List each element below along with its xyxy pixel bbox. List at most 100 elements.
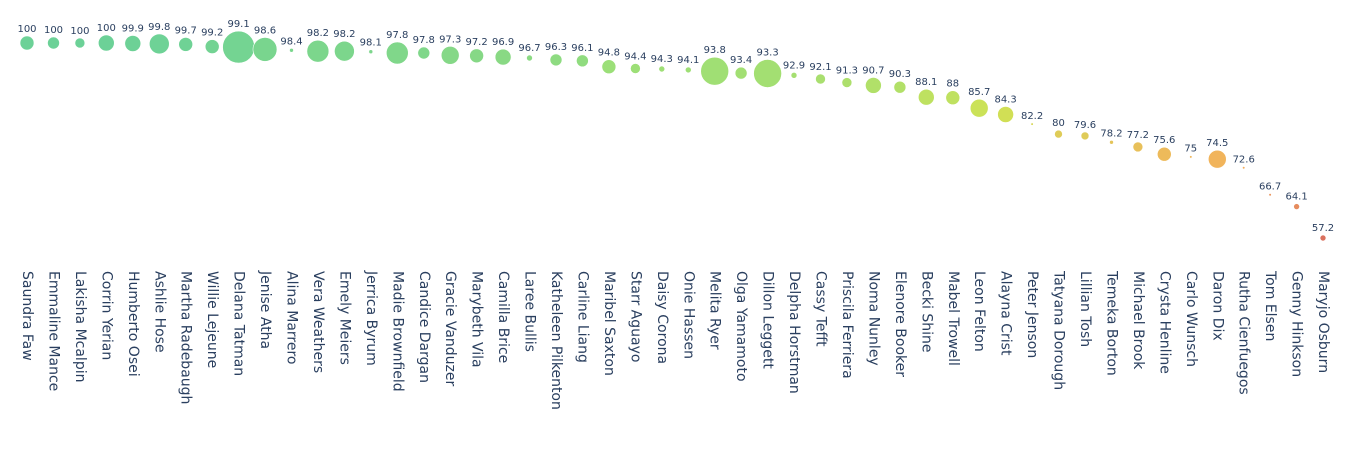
bubble-point[interactable] <box>630 63 641 74</box>
data-label: 91.3 <box>836 66 858 77</box>
x-tick-label: Corrin Yerian <box>98 271 114 360</box>
data-label: 97.2 <box>465 37 487 48</box>
x-tick-label: Marybeth Vila <box>469 271 485 368</box>
bubble-point[interactable] <box>1157 146 1172 162</box>
x-tick-label: Emmaline Mance <box>46 271 62 391</box>
data-label: 64.1 <box>1285 192 1307 203</box>
bubble-point[interactable] <box>149 33 170 55</box>
x-tick-label: Jenise Atha <box>257 270 273 349</box>
bubble-point[interactable] <box>601 59 617 74</box>
bubble-point[interactable] <box>1054 129 1063 139</box>
bubble-point[interactable] <box>1189 155 1193 159</box>
bubble-point[interactable] <box>204 39 220 54</box>
bubble-point[interactable] <box>526 54 533 62</box>
bubble-point[interactable] <box>178 37 193 52</box>
x-tick-label: Candice Dargan <box>416 271 432 383</box>
x-tick-label: Maryjo Osburn <box>1315 271 1331 373</box>
data-label: 100 <box>17 24 36 35</box>
data-label: 93.8 <box>704 45 726 56</box>
bubble-point[interactable] <box>19 35 35 51</box>
bubble-point[interactable] <box>576 54 589 68</box>
bubble-point[interactable] <box>440 45 460 65</box>
data-label: 98.4 <box>280 36 302 47</box>
data-label: 72.6 <box>1233 155 1255 166</box>
bubble-point[interactable] <box>417 46 431 60</box>
bubble-point[interactable] <box>222 30 255 64</box>
bubble-point[interactable] <box>469 48 484 64</box>
bubble-point[interactable] <box>368 49 374 55</box>
data-label: 90.3 <box>889 69 911 80</box>
x-tick-label: Willie Lejeune <box>204 271 220 368</box>
bubble-point[interactable] <box>1080 131 1090 141</box>
bubble-point[interactable] <box>790 72 798 79</box>
data-label: 96.9 <box>492 37 514 48</box>
x-tick-label: Humberto Osei <box>125 271 141 377</box>
bubble-point[interactable] <box>684 66 692 74</box>
x-tick-label: Mabel Trowell <box>945 271 961 366</box>
bubble-point[interactable] <box>997 106 1014 123</box>
x-tick-label: Peter Jenson <box>1024 271 1040 358</box>
bubble-point[interactable] <box>734 66 748 80</box>
data-label: 84.3 <box>994 95 1016 106</box>
x-tick-label: Lillian Tosh <box>1077 271 1093 347</box>
data-label: 99.8 <box>148 22 170 33</box>
bubble-point[interactable] <box>865 77 882 94</box>
bubble-point[interactable] <box>252 37 278 62</box>
x-tick-label: Daron Dix <box>1209 271 1225 341</box>
bubble-point[interactable] <box>1319 234 1327 242</box>
bubble-point[interactable] <box>1109 140 1114 145</box>
bubble-point[interactable] <box>1030 122 1034 126</box>
bubble-point[interactable] <box>334 40 355 62</box>
bubble-point[interactable] <box>1242 166 1246 170</box>
x-tick-label: Ashlie Hose <box>151 271 167 353</box>
data-label: 97.3 <box>439 34 461 45</box>
bubble-point[interactable] <box>306 39 330 63</box>
x-tick-label: Cassy Tefft <box>813 271 829 347</box>
bubble-point[interactable] <box>1268 193 1272 197</box>
x-tick-label: Elenore Booker <box>892 271 908 377</box>
bubble-point[interactable] <box>74 37 86 49</box>
x-tick-label: Crysta Henline <box>1156 271 1172 374</box>
bubble-point[interactable] <box>1132 141 1144 153</box>
bubble-point[interactable] <box>700 56 730 86</box>
data-label: 96.7 <box>518 43 540 54</box>
x-tick-label: Rutha Cienfuegos <box>1236 271 1252 395</box>
x-tick-label: Tatyana Dorough <box>1051 270 1067 390</box>
bubble-point[interactable] <box>893 80 907 94</box>
x-tick-label: Temeka Borton <box>1104 270 1120 376</box>
category-label-layer: Saundra Faw Emmaline Mance Lakisha Mcalpin… <box>19 270 1331 410</box>
x-tick-label: Daisy Corona <box>654 271 670 364</box>
bubble-point[interactable] <box>658 65 666 73</box>
bubble-point[interactable] <box>945 90 961 105</box>
bubble-point[interactable] <box>385 41 409 65</box>
data-label: 98.2 <box>307 28 329 39</box>
bubble-point[interactable] <box>47 36 60 50</box>
bubble-point[interactable] <box>98 34 115 52</box>
bubble-point[interactable] <box>494 48 512 66</box>
bubble-point[interactable] <box>289 47 294 53</box>
bubble-point[interactable] <box>841 77 853 88</box>
x-tick-label: Onie Hassen <box>680 271 696 359</box>
bubble-point[interactable] <box>1208 149 1227 169</box>
x-tick-label: Maribel Saxton <box>601 271 617 376</box>
bubble-point[interactable] <box>753 59 782 88</box>
data-label: 94.4 <box>624 52 646 63</box>
bubble-point[interactable] <box>917 88 935 106</box>
bubble-point[interactable] <box>1293 203 1300 210</box>
x-tick-label: Alina Marrero <box>284 271 300 365</box>
x-tick-label: Carlo Wunsch <box>1183 271 1199 367</box>
x-tick-label: Jerrica Byrum <box>363 270 379 366</box>
bubble-point[interactable] <box>969 98 989 118</box>
data-label: 96.3 <box>545 42 567 53</box>
bubble-point[interactable] <box>815 73 826 85</box>
data-label: 99.9 <box>122 24 144 35</box>
bubble-point[interactable] <box>549 53 563 67</box>
data-label: 75.6 <box>1153 135 1175 146</box>
x-tick-label: Michael Brook <box>1130 271 1146 370</box>
data-label: 75 <box>1184 144 1197 155</box>
data-label: 98.1 <box>360 38 382 49</box>
bubble-point[interactable] <box>124 35 142 52</box>
x-tick-label: Camilla Brice <box>495 271 511 363</box>
